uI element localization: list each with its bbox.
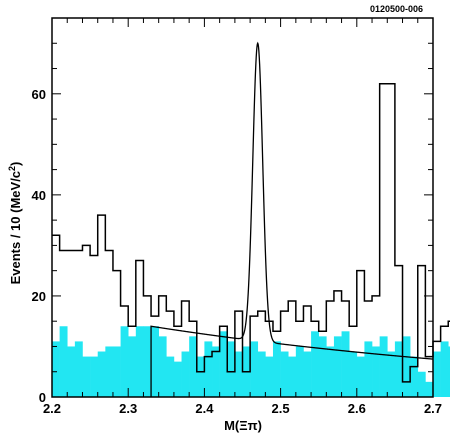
- sideband-bar: [425, 381, 434, 397]
- sideband-bar: [59, 326, 68, 397]
- sideband-bar: [318, 336, 327, 397]
- sideband-bar: [402, 336, 411, 397]
- sideband-bar: [158, 336, 167, 397]
- sideband-bar: [394, 341, 403, 397]
- sideband-bar: [120, 326, 129, 397]
- sideband-bar: [143, 326, 152, 397]
- x-axis-label: M(Ξπ): [224, 418, 262, 433]
- fit-curve: [150, 41, 434, 397]
- sideband-bar: [181, 351, 190, 397]
- sideband-bar: [227, 341, 236, 397]
- sideband-bar: [173, 361, 182, 397]
- x-tick-label: 2.6: [348, 401, 366, 416]
- sideband-bar: [234, 351, 243, 397]
- plot-frame: [51, 17, 434, 398]
- sideband-bar: [90, 356, 99, 397]
- x-tick-label: 2.2: [43, 401, 61, 416]
- x-tick-label: 2.4: [195, 401, 214, 416]
- sideband-bar: [151, 326, 159, 397]
- sideband-bar: [219, 331, 228, 397]
- sideband-bar: [288, 356, 297, 397]
- y-axis-label: Events / 10 (MeV/c2): [7, 162, 23, 285]
- sideband-bar: [326, 346, 335, 397]
- sideband-bar: [135, 326, 144, 397]
- y-tick-label: 0: [39, 390, 46, 405]
- sideband-bar: [189, 336, 198, 397]
- sideband-bar: [105, 346, 114, 397]
- sideband-bar: [74, 341, 83, 397]
- sideband-bar: [440, 341, 449, 397]
- sideband-bar: [341, 331, 350, 397]
- sideband-bar: [433, 351, 441, 397]
- sideband-bar: [272, 341, 281, 397]
- axes: 2.2 2.3 2.4 2.5 2.6 2.7 0 20 40 60: [32, 17, 442, 416]
- sideband-bar: [448, 346, 450, 397]
- sideband-bar: [250, 341, 259, 397]
- sideband-bar: [311, 331, 319, 397]
- sideband-bar: [52, 341, 60, 397]
- x-tick-label: 2.3: [119, 401, 137, 416]
- sideband-bar: [303, 351, 312, 397]
- sideband-bar: [349, 351, 358, 397]
- sideband-bar: [372, 346, 380, 397]
- sideband-bar: [97, 351, 106, 397]
- sideband-bar: [212, 346, 220, 397]
- sideband-bar: [417, 371, 426, 397]
- sideband-bar: [333, 336, 342, 397]
- y-tick-label: 60: [32, 87, 46, 102]
- figure-id: 0120500-006: [370, 4, 423, 14]
- sideband-bar: [265, 356, 274, 397]
- sideband-bar: [410, 356, 419, 397]
- x-tick-label: 2.7: [424, 401, 442, 416]
- sideband-bar: [67, 346, 76, 397]
- sideband-bar: [166, 356, 175, 397]
- sideband-bar: [356, 356, 365, 397]
- sideband-bar: [379, 336, 388, 397]
- sideband-bar: [128, 336, 137, 397]
- sideband-bar: [387, 351, 396, 397]
- sideband-bar: [112, 346, 121, 397]
- y-tick-label: 20: [32, 289, 46, 304]
- sideband-bar: [204, 341, 213, 397]
- sideband-bar: [82, 356, 91, 397]
- sideband-bar: [196, 356, 205, 397]
- sideband-bar: [257, 351, 266, 397]
- y-tick-label: 40: [32, 188, 46, 203]
- sideband-bar: [280, 351, 289, 397]
- sideband-bar: [364, 341, 373, 397]
- sideband-bar: [295, 346, 304, 397]
- x-tick-label: 2.5: [272, 401, 290, 416]
- plot-area: [52, 41, 450, 397]
